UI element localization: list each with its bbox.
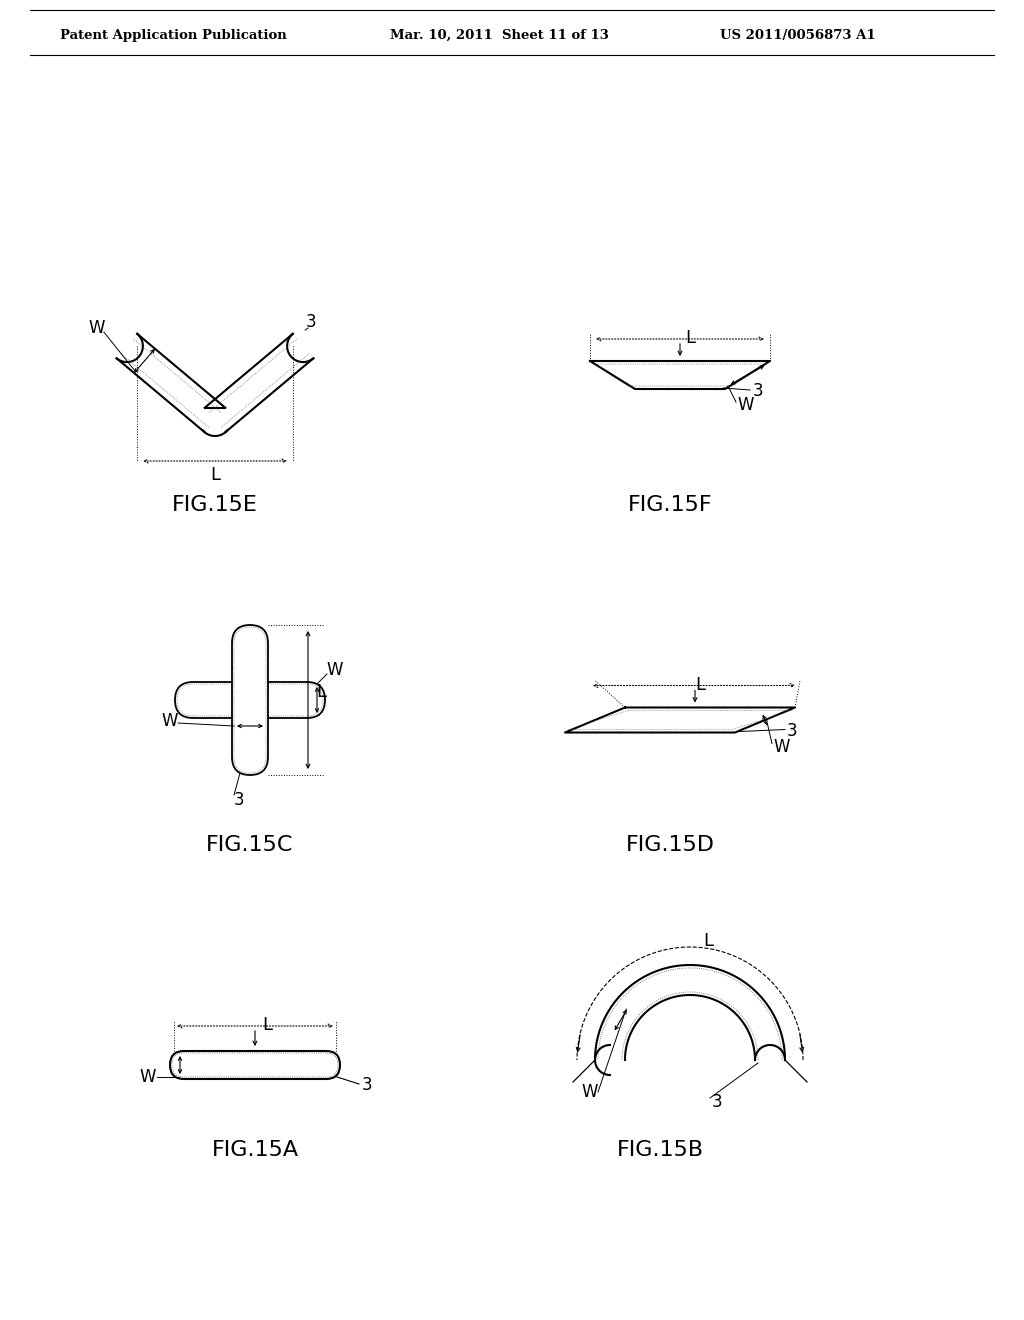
Text: Patent Application Publication: Patent Application Publication	[60, 29, 287, 41]
Polygon shape	[203, 428, 227, 436]
FancyBboxPatch shape	[175, 682, 325, 718]
Text: L: L	[695, 676, 705, 693]
Polygon shape	[565, 708, 795, 733]
Text: 3: 3	[306, 313, 316, 331]
FancyBboxPatch shape	[170, 1051, 340, 1078]
Text: FIG.15A: FIG.15A	[211, 1140, 299, 1160]
Text: FIG.15B: FIG.15B	[616, 1140, 703, 1160]
Text: W: W	[327, 661, 343, 678]
Text: L: L	[262, 1016, 272, 1034]
Text: 3: 3	[362, 1076, 373, 1094]
Text: W: W	[139, 1068, 157, 1086]
Text: 3: 3	[753, 381, 764, 400]
Text: FIG.15C: FIG.15C	[206, 836, 294, 855]
Polygon shape	[590, 360, 770, 389]
Text: FIG.15D: FIG.15D	[626, 836, 715, 855]
Text: L: L	[210, 466, 220, 484]
Text: FIG.15E: FIG.15E	[172, 495, 258, 515]
Text: L: L	[703, 932, 713, 950]
Text: L: L	[316, 682, 326, 701]
Text: Mar. 10, 2011  Sheet 11 of 13: Mar. 10, 2011 Sheet 11 of 13	[390, 29, 609, 41]
Text: US 2011/0056873 A1: US 2011/0056873 A1	[720, 29, 876, 41]
Text: W: W	[89, 319, 105, 337]
Text: L: L	[685, 329, 695, 347]
Text: W: W	[773, 738, 790, 755]
Text: 3: 3	[712, 1093, 723, 1111]
Text: 3: 3	[234, 791, 245, 809]
FancyBboxPatch shape	[232, 624, 268, 775]
Text: W: W	[162, 711, 178, 730]
Text: W: W	[737, 396, 754, 414]
Text: W: W	[582, 1082, 598, 1101]
Text: FIG.15F: FIG.15F	[628, 495, 713, 515]
Text: 3: 3	[787, 722, 798, 739]
